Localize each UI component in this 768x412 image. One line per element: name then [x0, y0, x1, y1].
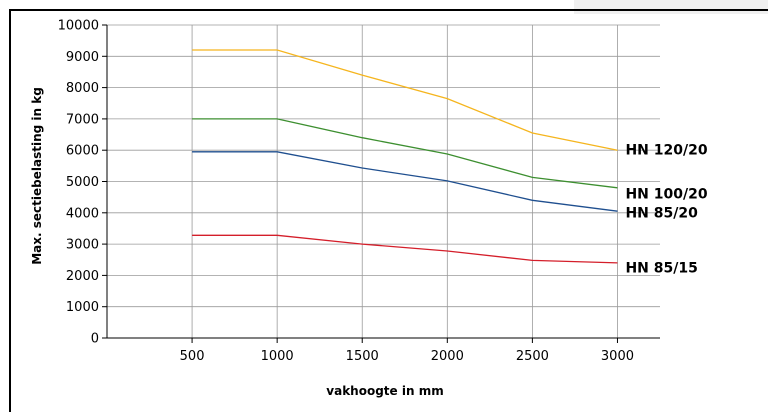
x-tick-label: 2000 — [431, 349, 464, 364]
x-tick-label: 1500 — [346, 349, 379, 364]
x-tick-label: 500 — [180, 349, 205, 364]
y-axis-label: Max. sectiebelasting in kg — [30, 87, 44, 265]
y-tick-label: 10000 — [58, 19, 99, 34]
series-line — [192, 49, 618, 151]
y-tick-label: 2000 — [66, 269, 99, 284]
series-line — [192, 118, 618, 189]
series-label: HN 85/15 — [625, 260, 697, 276]
y-tick-label: 9000 — [66, 50, 99, 65]
x-tick-label: 1000 — [261, 349, 294, 364]
grid-lines — [107, 24, 660, 338]
y-tick-label: 8000 — [66, 81, 99, 96]
y-tick-label: 7000 — [66, 112, 99, 127]
series-line — [192, 151, 618, 212]
y-tick-label: 3000 — [66, 238, 99, 253]
x-tick-label: 3000 — [601, 349, 634, 364]
y-tick-label: 1000 — [66, 300, 99, 315]
axes: 0 1000 2000 3000 4000 5000 6000 7000 8000 9000 100… — [58, 19, 660, 364]
series-line — [192, 234, 618, 264]
chart-border — [9, 9, 768, 412]
series-label: HN 85/20 — [625, 206, 698, 222]
x-tick-label: 2500 — [516, 349, 549, 364]
y-tick-label: 0 — [91, 332, 99, 347]
y-tick-label: 4000 — [66, 206, 99, 221]
series-label: HN 120/20 — [625, 143, 707, 159]
y-tick-label: 5000 — [66, 175, 99, 190]
series-label: HN 100/20 — [625, 186, 707, 202]
y-tick-label: 6000 — [66, 144, 99, 159]
x-axis-label: vakhoogte in mm — [326, 384, 443, 398]
series-lines — [192, 49, 618, 264]
labels: HN 120/20 HN 100/20 HN 85/20 HN 85/15 — [625, 143, 707, 277]
